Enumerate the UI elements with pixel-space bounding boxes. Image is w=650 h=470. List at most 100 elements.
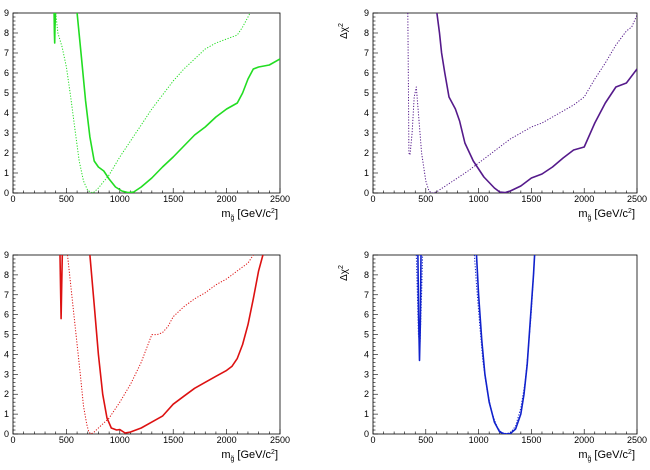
x-tick-label: 2000 (574, 194, 594, 204)
y-tick-label: 3 (364, 128, 369, 138)
x-tick-label: 0 (370, 435, 375, 445)
x-tick-label: 1500 (521, 194, 541, 204)
curve-dotted-1 (407, 13, 637, 193)
y-tick-label: 1 (4, 168, 9, 178)
x-tick-label: 500 (59, 194, 74, 204)
x-axis-label-xlabel-unit-close: ] (275, 449, 278, 461)
x-axis-label: mg̃ [GeV/c2] (221, 208, 278, 222)
y-tick-label: 0 (4, 188, 9, 198)
plot-frame (372, 254, 638, 435)
y-axis-label-main: Δχ (339, 268, 350, 281)
plot-frame (12, 254, 281, 435)
y-tick-label: 7 (4, 290, 9, 300)
x-axis-label-xlabel-unit-sup: 2 (271, 208, 275, 215)
x-axis-label: mg̃ [GeV/c2] (578, 208, 635, 222)
y-tick-label: 4 (4, 349, 9, 359)
curve-dotted-2 (473, 255, 536, 434)
curve-dotted-1 (415, 255, 424, 345)
y-axis-label-main: Δχ (339, 26, 350, 39)
x-axis-label-xlabel-main: m (578, 208, 587, 220)
curve-solid-2 (475, 255, 536, 434)
y-tick-label: 5 (364, 88, 369, 98)
x-axis-label-xlabel-main: m (578, 449, 587, 461)
y-axis-label: Δχ2 (338, 265, 350, 281)
x-tick-label: 1000 (469, 194, 489, 204)
y-tick-label: 7 (364, 290, 369, 300)
x-axis-label-xlabel-unit-sup: 2 (271, 449, 275, 456)
y-tick-label: 4 (364, 108, 369, 118)
x-axis-label: mg̃ [GeV/c2] (578, 449, 635, 463)
y-tick-label: 0 (364, 188, 369, 198)
y-tick-label: 2 (364, 389, 369, 399)
x-axis-label-xlabel-sub: g̃ (230, 215, 234, 222)
curve-solid-2 (76, 13, 280, 193)
curve-solid-1 (59, 255, 64, 320)
y-tick-label: 2 (364, 148, 369, 158)
y-tick-label: 4 (364, 349, 369, 359)
x-axis-label-xlabel-unit: [GeV/c (237, 449, 271, 461)
y-tick-label: 6 (4, 310, 9, 320)
x-axis-label: mg̃ [GeV/c2] (221, 449, 278, 463)
y-axis-label-sup: 2 (338, 23, 345, 27)
y-tick-label: 9 (4, 8, 9, 18)
x-tick-label: 500 (59, 435, 74, 445)
curve-solid-2 (89, 255, 264, 434)
plot-frame (372, 12, 638, 194)
x-axis-label-xlabel-unit: [GeV/c (594, 449, 628, 461)
plot-frame (12, 12, 281, 194)
x-axis-label-xlabel-unit-close: ] (632, 208, 635, 220)
curve-solid-1 (53, 13, 57, 44)
curve-solid-1 (417, 255, 422, 362)
y-tick-label: 5 (4, 330, 9, 340)
y-tick-label: 0 (4, 429, 9, 439)
y-tick-label: 3 (364, 369, 369, 379)
y-tick-label: 7 (364, 48, 369, 58)
x-tick-label: 1000 (469, 435, 489, 445)
y-tick-label: 8 (364, 28, 369, 38)
x-axis-label-xlabel-sub: g̃ (587, 456, 591, 463)
y-axis-label-sup: 2 (338, 265, 345, 269)
y-tick-label: 6 (364, 68, 369, 78)
x-tick-label: 2500 (270, 194, 290, 204)
x-axis-label-xlabel-sub: g̃ (587, 215, 591, 222)
y-tick-label: 1 (364, 168, 369, 178)
x-axis-label-xlabel-unit: [GeV/c (594, 208, 628, 220)
y-tick-label: 0 (364, 429, 369, 439)
x-tick-label: 2000 (574, 435, 594, 445)
x-tick-label: 2500 (627, 194, 647, 204)
y-tick-label: 5 (4, 88, 9, 98)
y-tick-label: 9 (364, 250, 369, 260)
x-tick-label: 2000 (217, 435, 237, 445)
y-tick-label: 5 (364, 330, 369, 340)
x-tick-label: 1500 (521, 435, 541, 445)
y-tick-label: 8 (364, 270, 369, 280)
y-tick-label: 1 (4, 409, 9, 419)
x-tick-label: 2500 (627, 435, 647, 445)
x-axis-label-xlabel-unit: [GeV/c (237, 208, 271, 220)
x-tick-label: 0 (370, 194, 375, 204)
x-axis-label-xlabel-unit-close: ] (275, 208, 278, 220)
curve-dotted-1 (67, 255, 254, 434)
y-tick-label: 2 (4, 389, 9, 399)
x-axis-label-xlabel-main: m (221, 208, 230, 220)
y-tick-label: 8 (4, 270, 9, 280)
y-tick-label: 9 (364, 8, 369, 18)
y-axis-label: Δχ2 (338, 23, 350, 39)
x-axis-label-xlabel-main: m (221, 449, 230, 461)
curve-dotted-1 (55, 13, 251, 193)
x-tick-label: 2500 (270, 435, 290, 445)
x-axis-label-xlabel-unit-sup: 2 (628, 208, 632, 215)
x-tick-label: 0 (10, 194, 15, 204)
x-tick-label: 500 (418, 435, 433, 445)
y-tick-label: 7 (4, 48, 9, 58)
y-tick-label: 3 (4, 369, 9, 379)
x-tick-label: 1500 (163, 194, 183, 204)
y-tick-label: 6 (364, 310, 369, 320)
x-tick-label: 2000 (217, 194, 237, 204)
x-axis-label-xlabel-unit-sup: 2 (628, 449, 632, 456)
